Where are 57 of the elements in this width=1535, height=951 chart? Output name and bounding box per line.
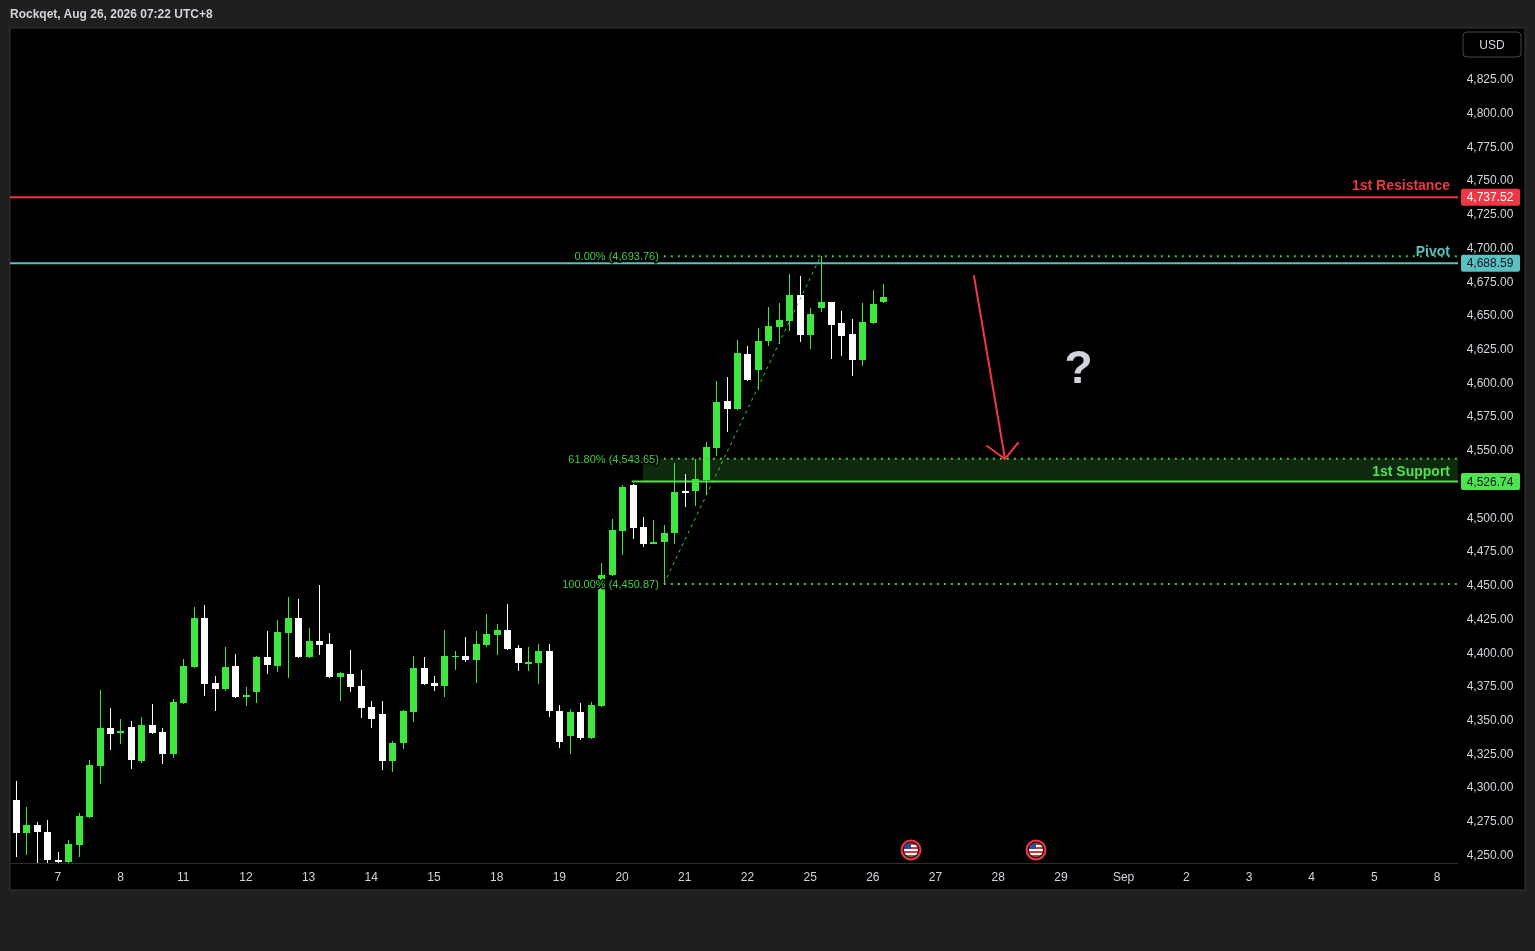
x-tick-label: 29 (1054, 870, 1068, 884)
y-tick-label: 4,737.52 (1466, 190, 1514, 205)
x-tick-label: 5 (1371, 870, 1379, 884)
series-label: 61.80% (4,543.65) (568, 452, 659, 465)
y-tick-label: 4,750.00 (1466, 173, 1514, 188)
x-tick-label: 13 (301, 870, 316, 884)
ref-line-label: 1st Resistance (1351, 177, 1451, 194)
x-tick-label: 19 (552, 870, 567, 884)
y-tick-label: 4,400.00 (1466, 645, 1514, 660)
series-label: 1st Support (1372, 462, 1451, 479)
y-tick-label: 4,250.00 (1466, 847, 1514, 862)
x-tick-label: Sep (1112, 870, 1135, 884)
y-tick-label: 4,275.00 (1466, 814, 1514, 829)
x-tick-label: 25 (803, 870, 818, 884)
x-tick-label: 7 (54, 870, 62, 884)
y-axis-title: USD (1479, 37, 1505, 52)
y-tick-label: 4,688.59 (1466, 256, 1514, 271)
series-label: 0.00% (4,693.76) (574, 250, 659, 263)
y-tick-label: 4,650.00 (1466, 308, 1514, 323)
y-tick-label: 4,375.00 (1466, 679, 1514, 694)
y-tick-label: 4,800.00 (1466, 105, 1514, 120)
chart-title: Rockqet, Aug 26, 2026 07:22 UTC+8 (10, 7, 213, 21)
y-tick-label: 4,300.00 (1466, 780, 1514, 795)
y-tick-label: 4,625.00 (1466, 342, 1514, 357)
y-tick-label: 4,425.00 (1466, 611, 1514, 626)
x-tick-label: 11 (176, 870, 190, 884)
x-tick-label: 22 (740, 870, 755, 884)
x-tick-label: 12 (239, 870, 253, 884)
y-tick-label: 4,475.00 (1466, 544, 1514, 559)
y-tick-label: 4,450.00 (1466, 578, 1514, 593)
y-tick-label: 4,575.00 (1466, 409, 1514, 424)
x-tick-label: 8 (1433, 870, 1441, 884)
y-tick-label: 4,725.00 (1466, 207, 1514, 222)
y-tick-label: 4,550.00 (1466, 443, 1514, 458)
y-tick-label: 4,775.00 (1466, 139, 1514, 154)
y-tick-label: 4,675.00 (1466, 274, 1514, 289)
y-tick-label: 4,700.00 (1466, 240, 1514, 255)
x-tick-label: 3 (1245, 870, 1253, 884)
y-tick-label: 4,825.00 (1466, 72, 1514, 87)
x-tick-label: 28 (991, 870, 1006, 884)
y-tick-label: 4,325.00 (1466, 746, 1514, 761)
ref-line-label: Pivot (1415, 243, 1451, 260)
x-tick-label: 14 (364, 870, 379, 884)
y-tick-label: 4,500.00 (1466, 510, 1514, 525)
x-tick-label: 8 (117, 870, 125, 884)
x-tick-label: 21 (678, 870, 692, 884)
y-tick-label: 4,600.00 (1466, 375, 1514, 390)
y-tick-label: 4,526.74 (1466, 474, 1514, 489)
annotation: ? (1064, 341, 1093, 394)
x-tick-label: 18 (489, 870, 504, 884)
x-tick-label: 26 (866, 870, 880, 884)
x-tick-label: 15 (427, 870, 441, 884)
x-tick-label: 27 (928, 870, 943, 884)
x-tick-label: 2 (1182, 870, 1190, 884)
x-tick-label: 4 (1308, 870, 1316, 884)
x-tick-label: 20 (615, 870, 630, 884)
y-tick-label: 4,350.00 (1466, 713, 1514, 728)
